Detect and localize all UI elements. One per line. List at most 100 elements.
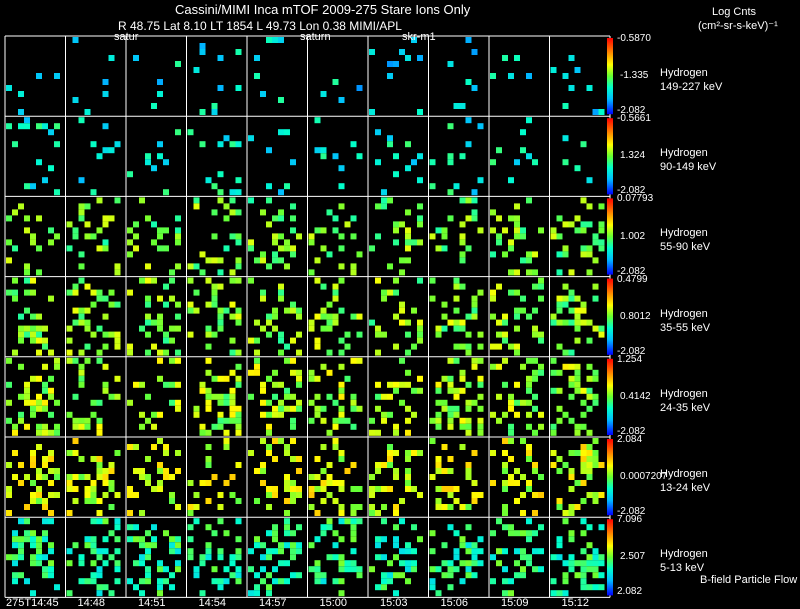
count-pixel (399, 399, 405, 406)
count-pixel (72, 542, 79, 549)
count-pixel (151, 343, 157, 350)
count-pixel (350, 405, 357, 412)
count-pixel (248, 590, 254, 597)
count-pixel (139, 197, 145, 204)
count-pixel (459, 343, 466, 350)
count-pixel (520, 492, 526, 498)
count-pixel (12, 578, 18, 585)
count-pixel (320, 530, 327, 537)
count-pixel (133, 55, 139, 61)
count-pixel (350, 263, 357, 270)
count-pixel (562, 135, 569, 142)
count-pixel (260, 209, 266, 216)
count-pixel (12, 245, 18, 252)
count-pixel (550, 450, 557, 456)
count-pixel (417, 319, 423, 326)
count-pixel (381, 417, 387, 424)
count-pixel (574, 337, 581, 344)
count-pixel (526, 257, 532, 264)
count-pixel (72, 233, 79, 240)
count-pixel (465, 548, 472, 555)
count-pixel (48, 429, 54, 436)
image-panel (429, 197, 484, 264)
count-pixel (42, 498, 48, 504)
count-pixel (338, 417, 345, 424)
count-pixel (508, 423, 514, 430)
count-pixel (78, 117, 85, 124)
count-pixel (30, 462, 36, 468)
count-pixel (78, 423, 85, 430)
count-pixel (66, 221, 73, 228)
color-scale-max: 2.084 (617, 434, 643, 445)
count-pixel (375, 349, 381, 356)
count-pixel (586, 251, 593, 258)
count-pixel (338, 560, 345, 567)
count-pixel (229, 189, 236, 196)
count-pixel (169, 277, 175, 284)
count-pixel (90, 480, 97, 486)
x-tick-label: 14:48 (77, 597, 106, 609)
count-pixel (248, 239, 254, 246)
count-pixel (90, 542, 97, 549)
count-pixel (586, 456, 593, 462)
count-pixel (598, 492, 605, 498)
count-pixel (108, 215, 115, 222)
count-pixel (127, 510, 133, 516)
count-pixel (133, 468, 139, 474)
count-pixel (42, 387, 48, 394)
count-pixel (508, 590, 514, 597)
count-pixel (36, 349, 42, 356)
energy-range-label: 5-13 keV (660, 562, 705, 575)
color-scale-max: 0.07793 (617, 193, 654, 205)
count-pixel (260, 468, 266, 474)
count-pixel (326, 325, 333, 332)
count-pixel (30, 399, 36, 406)
count-pixel (260, 399, 266, 406)
count-pixel (205, 393, 212, 400)
count-pixel (586, 429, 593, 436)
count-pixel (490, 411, 496, 418)
count-pixel (36, 215, 42, 222)
count-pixel (405, 381, 411, 388)
count-pixel (393, 572, 399, 579)
count-pixel (90, 456, 97, 462)
count-pixel (229, 572, 236, 579)
count-pixel (550, 423, 557, 430)
count-pixel (36, 375, 42, 382)
count-pixel (556, 295, 563, 302)
count-pixel (514, 221, 520, 228)
count-pixel (48, 456, 54, 462)
count-pixel (24, 277, 30, 284)
count-pixel (538, 524, 544, 531)
count-pixel (532, 251, 538, 258)
count-pixel (356, 331, 363, 338)
count-pixel (36, 542, 42, 549)
count-pixel (163, 578, 169, 585)
count-pixel (574, 67, 581, 73)
count-pixel (411, 387, 417, 394)
count-pixel (175, 504, 181, 510)
count-pixel (532, 462, 538, 468)
overlay-label-saturn: saturn (300, 31, 331, 43)
count-pixel (514, 468, 520, 474)
count-pixel (369, 566, 375, 573)
count-pixel (296, 369, 302, 376)
count-pixel (260, 325, 266, 332)
count-pixel (296, 486, 302, 492)
count-pixel (465, 524, 472, 531)
count-pixel (145, 554, 151, 561)
count-pixel (520, 257, 526, 264)
count-pixel (157, 325, 163, 332)
count-pixel (175, 381, 181, 388)
color-scale-min: 2.082 (617, 586, 643, 598)
count-pixel (459, 578, 466, 585)
count-pixel (133, 492, 139, 498)
count-pixel (211, 331, 218, 338)
count-pixel (453, 319, 460, 326)
count-pixel (42, 456, 48, 462)
count-pixel (66, 349, 73, 356)
count-pixel (290, 405, 296, 412)
count-pixel (550, 67, 557, 73)
count-pixel (532, 510, 538, 516)
image-panel (72, 37, 115, 115)
